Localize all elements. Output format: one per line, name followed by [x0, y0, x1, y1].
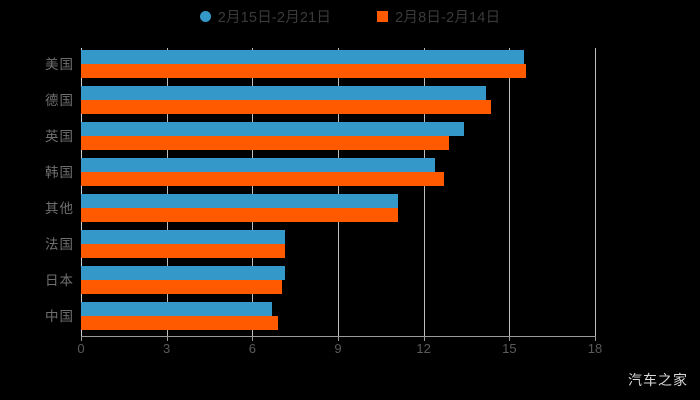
- chart-legend: 2月15日-2月21日 2月8日-2月14日: [0, 6, 700, 27]
- gridline: [423, 48, 425, 336]
- y-axis-labels: 美国 德国 英国 韩国 其他 法国 日本 中国: [0, 48, 74, 336]
- legend-item-label: 2月15日-2月21日: [217, 10, 332, 26]
- y-axis-tick-label: 其他: [45, 201, 74, 216]
- bar-group: [81, 84, 595, 118]
- bar[interactable]: [81, 208, 398, 222]
- legend-square-marker-icon: [377, 11, 389, 22]
- x-axis-tick-label: 6: [248, 341, 256, 356]
- bar[interactable]: [81, 50, 524, 64]
- bar[interactable]: [81, 194, 398, 208]
- bar[interactable]: [81, 64, 527, 78]
- bar[interactable]: [81, 280, 283, 294]
- gridline: [166, 48, 168, 336]
- y-axis-tick-label: 法国: [45, 237, 74, 252]
- x-axis-tick-label: 15: [502, 341, 517, 356]
- bar[interactable]: [81, 136, 450, 150]
- legend-circle-marker-icon: [199, 11, 211, 22]
- gridline: [81, 48, 82, 336]
- bar-group: [81, 192, 595, 226]
- gridline: [595, 48, 596, 336]
- x-axis-tick: [252, 336, 254, 341]
- x-axis-tick-label: 9: [334, 341, 342, 356]
- bar-group: [81, 264, 595, 298]
- x-axis-tick: [166, 336, 168, 341]
- y-axis-tick-label: 德国: [45, 93, 74, 108]
- y-axis-tick-label: 中国: [45, 309, 74, 324]
- x-axis-tick: [338, 336, 339, 341]
- bar-group: [81, 48, 595, 82]
- gridline: [252, 48, 254, 336]
- watermark-label: 汽车之家: [628, 372, 688, 388]
- x-axis-tick-label: 12: [416, 341, 431, 356]
- bar-group: [81, 156, 595, 190]
- bar[interactable]: [81, 100, 491, 114]
- plot-area: [81, 48, 596, 336]
- bar-group: [81, 120, 595, 154]
- bar-group: [81, 228, 595, 262]
- x-axis-tick: [595, 336, 596, 341]
- y-axis-tick-label: 美国: [45, 57, 74, 72]
- x-axis-tick-label: 0: [77, 341, 85, 356]
- bar[interactable]: [81, 172, 444, 186]
- bar[interactable]: [81, 244, 286, 258]
- bar[interactable]: [81, 266, 286, 280]
- bar[interactable]: [81, 158, 436, 172]
- bar[interactable]: [81, 230, 286, 244]
- bar[interactable]: [81, 86, 487, 100]
- bar-group: [81, 300, 595, 334]
- legend-item-series-b[interactable]: 2月8日-2月14日: [377, 6, 500, 27]
- bar[interactable]: [81, 316, 279, 330]
- legend-item-label: 2月8日-2月14日: [395, 10, 501, 26]
- gridline: [338, 48, 339, 336]
- x-axis-tick-label: 18: [587, 341, 603, 356]
- gridline: [509, 48, 511, 336]
- bar[interactable]: [81, 302, 273, 316]
- x-axis-tick: [423, 336, 425, 341]
- legend-item-series-a[interactable]: 2月15日-2月21日: [199, 6, 332, 27]
- bar[interactable]: [81, 122, 464, 136]
- x-axis-tick: [81, 336, 82, 341]
- y-axis-tick-label: 韩国: [45, 165, 74, 180]
- y-axis-tick-label: 日本: [45, 273, 74, 288]
- y-axis-tick-label: 英国: [45, 129, 74, 144]
- x-axis-tick-label: 3: [163, 341, 171, 356]
- x-axis-tick: [509, 336, 511, 341]
